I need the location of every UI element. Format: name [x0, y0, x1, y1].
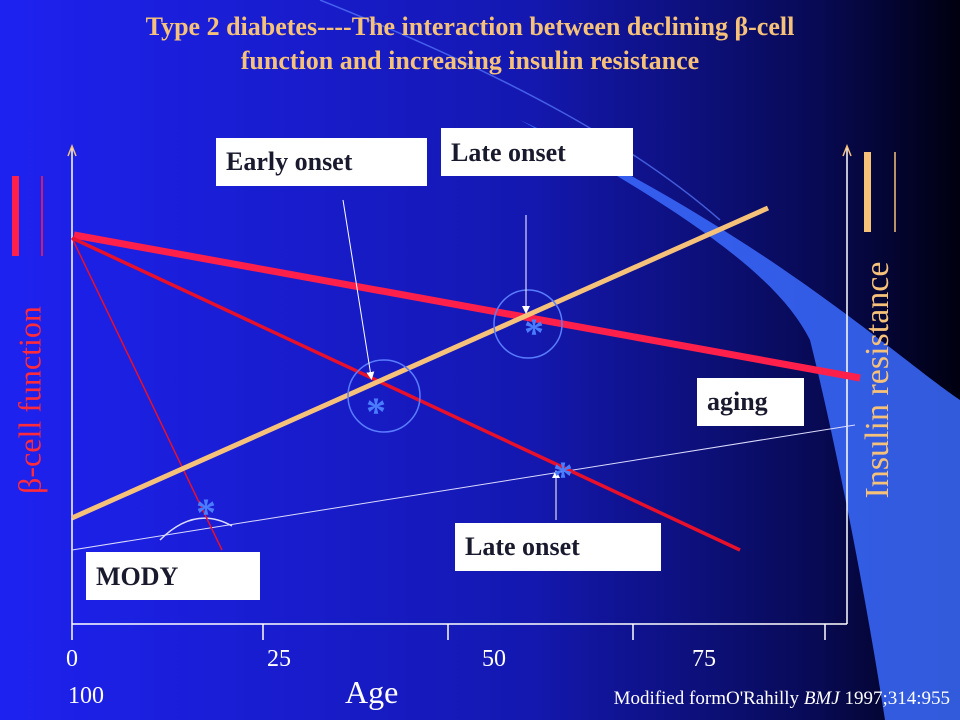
- legend-insulin-swatch: [864, 152, 871, 232]
- credit-journal: BMJ: [803, 688, 840, 709]
- x-axis-label: Age: [345, 674, 399, 710]
- source-credit: Modified formO'Rahilly BMJ 1997;314:955: [614, 688, 950, 710]
- x-tick-label: 50: [482, 646, 506, 672]
- aging-label: aging: [697, 378, 804, 426]
- decorative-arc: [319, 0, 721, 221]
- star-marker-late: *: [524, 310, 544, 355]
- y-axis-right-arrow: [842, 143, 852, 157]
- x-tick-label: 0: [66, 646, 78, 672]
- credit-prefix: Modified formO'Rahilly: [613, 688, 804, 709]
- decorative-swoosh: [520, 120, 960, 720]
- y-axis-right-label: Insulin resistance: [859, 261, 896, 499]
- mody-bracket: [159, 517, 233, 541]
- mody-label: MODY: [86, 552, 260, 600]
- slide-title-line1: Type 2 diabetes----The interaction betwe…: [145, 12, 795, 41]
- aging-line: [71, 424, 856, 551]
- credit-suffix: 1997;314:955: [839, 688, 950, 709]
- legend-beta-swatch: [12, 176, 19, 256]
- x-tick-label-extra: 100: [68, 683, 104, 709]
- y-axis-left-label: β-cell function: [11, 306, 48, 494]
- late-onset-bottom-label: Late onset: [455, 523, 661, 571]
- star-marker-mody: *: [196, 490, 216, 535]
- intersection-circle-late: [493, 289, 563, 359]
- slide-title: Type 2 diabetes----The interaction betwe…: [0, 10, 940, 78]
- beta-cell-line-early: [71, 236, 741, 552]
- insulin-resistance-line: [70, 205, 770, 521]
- early-onset-label: Early onset: [216, 138, 427, 186]
- star-marker-early: *: [366, 389, 386, 434]
- y-axis-left-arrow: [67, 143, 77, 157]
- beta-cell-line-mody: [71, 237, 223, 551]
- x-tick-label: 25: [267, 646, 291, 672]
- late-onset-top-label: Late onset: [441, 128, 633, 176]
- star-marker-late-bottom: *: [553, 453, 573, 498]
- early-onset-arrow: [342, 199, 375, 380]
- x-tick-label: 75: [692, 646, 716, 672]
- slide-title-line2: function and increasing insulin resistan…: [240, 46, 700, 75]
- intersection-circle-early: [347, 359, 421, 433]
- beta-cell-line-normal: [73, 231, 861, 382]
